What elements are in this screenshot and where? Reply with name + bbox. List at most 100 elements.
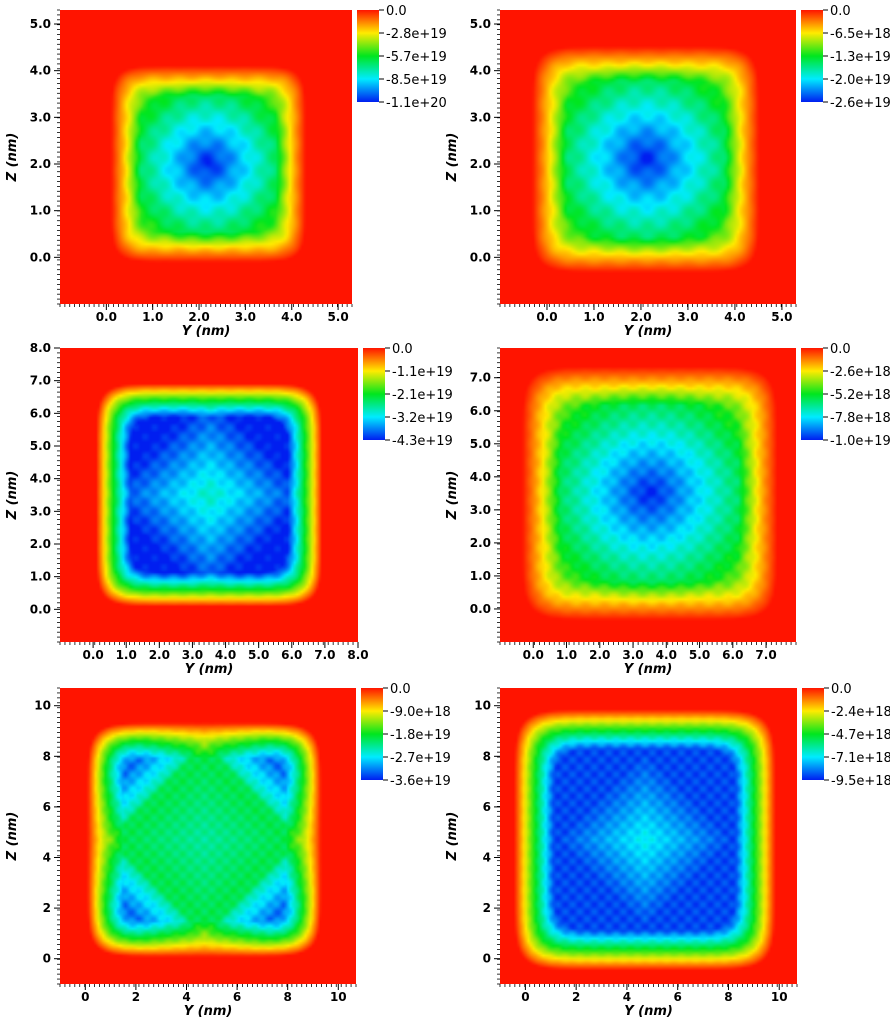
y-tick-label: 2.0 xyxy=(470,536,491,550)
colorbar-tick-label: -5.7e+19 xyxy=(386,50,447,65)
colorbar-tick-label: -7.8e+18 xyxy=(830,411,890,426)
y-tick-label: 2.0 xyxy=(30,157,51,171)
colorbar-tick-label: -2.8e+19 xyxy=(386,27,447,42)
x-tick-label: 0 xyxy=(81,990,89,1004)
y-tick-label: 1.0 xyxy=(470,569,491,583)
x-tick-label: 8.0 xyxy=(347,648,368,662)
y-tick-label: 5.0 xyxy=(470,17,491,31)
x-axis-label: Y (nm) xyxy=(624,662,673,677)
colorbar-tick-label: -2.7e+19 xyxy=(390,751,451,766)
x-tick-label: 7.0 xyxy=(314,648,335,662)
x-tick-label: 2.0 xyxy=(589,648,610,662)
x-tick-label: 6 xyxy=(674,990,682,1004)
y-tick-label: 2 xyxy=(483,901,491,915)
x-tick-label: 6.0 xyxy=(722,648,743,662)
y-tick-label: 6.0 xyxy=(30,406,51,420)
colorbar-tick-label: -9.5e+18 xyxy=(831,774,890,789)
chart-panel-6: 0 2 4 6 8 10 0 2 4 6 8 10 Y (nm) Z (nm) 0.0 -2.4e+18 -4.… xyxy=(445,682,890,1019)
colorbar xyxy=(801,348,823,440)
colorbar-tick-label: -2.6e+19 xyxy=(830,96,890,111)
y-tick-label: 4 xyxy=(483,851,491,865)
x-tick-label: 2.0 xyxy=(149,648,170,662)
y-tick-label: 0.0 xyxy=(30,602,51,616)
x-tick-label: 3.0 xyxy=(235,310,256,324)
x-tick-label: 4.0 xyxy=(215,648,236,662)
x-axis-label: Y (nm) xyxy=(185,662,234,677)
colorbar-tick-label: 0.0 xyxy=(390,682,411,697)
x-tick-label: 1.0 xyxy=(142,310,163,324)
colorbar-tick-label: 0.0 xyxy=(392,342,413,357)
x-tick-label: 4.0 xyxy=(656,648,677,662)
y-tick-label: 4.0 xyxy=(30,472,51,486)
colorbar xyxy=(361,688,383,780)
colorbar-tick-label: 0.0 xyxy=(830,342,851,357)
x-tick-label: 2 xyxy=(132,990,140,1004)
heatmap-image-3 xyxy=(60,348,358,642)
x-tick-label: 0.0 xyxy=(82,648,103,662)
chart-panel-1: 0.0 1.0 2.0 3.0 4.0 5.0 0.0 1.0 2.0 3.0 4.0 5.0 Y (n… xyxy=(5,4,447,339)
colorbar-tick-label: -2.6e+18 xyxy=(830,365,890,380)
y-tick-label: 4.0 xyxy=(30,64,51,78)
colorbar-tick-label: 0.0 xyxy=(830,4,851,19)
x-tick-label: 1.0 xyxy=(116,648,137,662)
x-tick-label: 6.0 xyxy=(281,648,302,662)
colorbar xyxy=(801,10,823,102)
y-tick-label: 0 xyxy=(483,952,491,966)
y-tick-label: 3.0 xyxy=(30,504,51,518)
x-tick-label: 0 xyxy=(521,990,529,1004)
x-tick-label: 0.0 xyxy=(96,310,117,324)
y-tick-label: 6 xyxy=(43,800,51,814)
y-axis-label: Z (nm) xyxy=(445,812,460,862)
heatmap-image-6 xyxy=(500,688,797,984)
colorbar-tick-label: -6.5e+18 xyxy=(830,27,890,42)
colorbar-tick-label: -1.3e+19 xyxy=(830,50,890,65)
chart-panel-4: 0.0 1.0 2.0 3.0 4.0 5.0 6.0 7.0 0.0 1.0 2.0 3.0 4.0 5… xyxy=(445,342,890,677)
x-tick-label: 0.0 xyxy=(523,648,544,662)
colorbar-tick-label: -3.2e+19 xyxy=(392,411,453,426)
colorbar-tick-label: -7.1e+18 xyxy=(831,751,890,766)
x-tick-label: 10 xyxy=(771,990,788,1004)
x-axis-label: Y (nm) xyxy=(624,324,673,339)
colorbar-tick-label: -1.1e+20 xyxy=(386,96,447,111)
x-tick-label: 5.0 xyxy=(771,310,792,324)
chart-panel-3: 0.0 1.0 2.0 3.0 4.0 5.0 6.0 7.0 8.0 0.0 1.0 2.0 3.0 4… xyxy=(5,341,453,677)
colorbar-tick-label: -4.3e+19 xyxy=(392,434,453,449)
y-tick-label: 6 xyxy=(483,800,491,814)
y-tick-label: 8.0 xyxy=(30,341,51,355)
y-tick-label: 1.0 xyxy=(30,204,51,218)
x-tick-label: 4.0 xyxy=(281,310,302,324)
heatmap-image-5 xyxy=(60,688,356,984)
y-tick-label: 8 xyxy=(43,749,51,763)
y-tick-label: 7.0 xyxy=(30,374,51,388)
y-tick-label: 0.0 xyxy=(470,250,491,264)
y-tick-label: 3.0 xyxy=(470,110,491,124)
y-tick-label: 6.0 xyxy=(470,404,491,418)
x-tick-label: 5.0 xyxy=(327,310,348,324)
x-tick-label: 2 xyxy=(572,990,580,1004)
y-tick-label: 3.0 xyxy=(470,503,491,517)
colorbar-tick-label: -2.0e+19 xyxy=(830,73,890,88)
x-tick-label: 2.0 xyxy=(188,310,209,324)
frame-ticks xyxy=(497,687,798,987)
y-tick-label: 2.0 xyxy=(470,157,491,171)
x-tick-label: 4.0 xyxy=(724,310,745,324)
y-tick-label: 10 xyxy=(34,699,51,713)
y-tick-label: 0.0 xyxy=(30,250,51,264)
colorbar-tick-label: -3.6e+19 xyxy=(390,774,451,789)
y-axis-label: Z (nm) xyxy=(5,133,20,183)
x-tick-label: 5.0 xyxy=(689,648,710,662)
y-tick-label: 3.0 xyxy=(30,110,51,124)
x-tick-label: 3.0 xyxy=(677,310,698,324)
colorbar-tick-label: -2.1e+19 xyxy=(392,388,453,403)
y-tick-label: 1.0 xyxy=(30,570,51,584)
colorbar xyxy=(802,688,824,780)
x-tick-label: 4 xyxy=(182,990,190,1004)
y-tick-label: 4 xyxy=(43,851,51,865)
x-tick-label: 8 xyxy=(724,990,732,1004)
x-tick-label: 10 xyxy=(330,990,347,1004)
y-tick-label: 0 xyxy=(43,952,51,966)
chart-panel-5: 0 2 4 6 8 10 0 2 4 6 8 10 Y (nm) Z (nm) 0.0 -9.0e+18 -1.… xyxy=(5,682,451,1019)
y-axis-label: Z (nm) xyxy=(445,471,460,521)
y-tick-label: 4.0 xyxy=(470,64,491,78)
